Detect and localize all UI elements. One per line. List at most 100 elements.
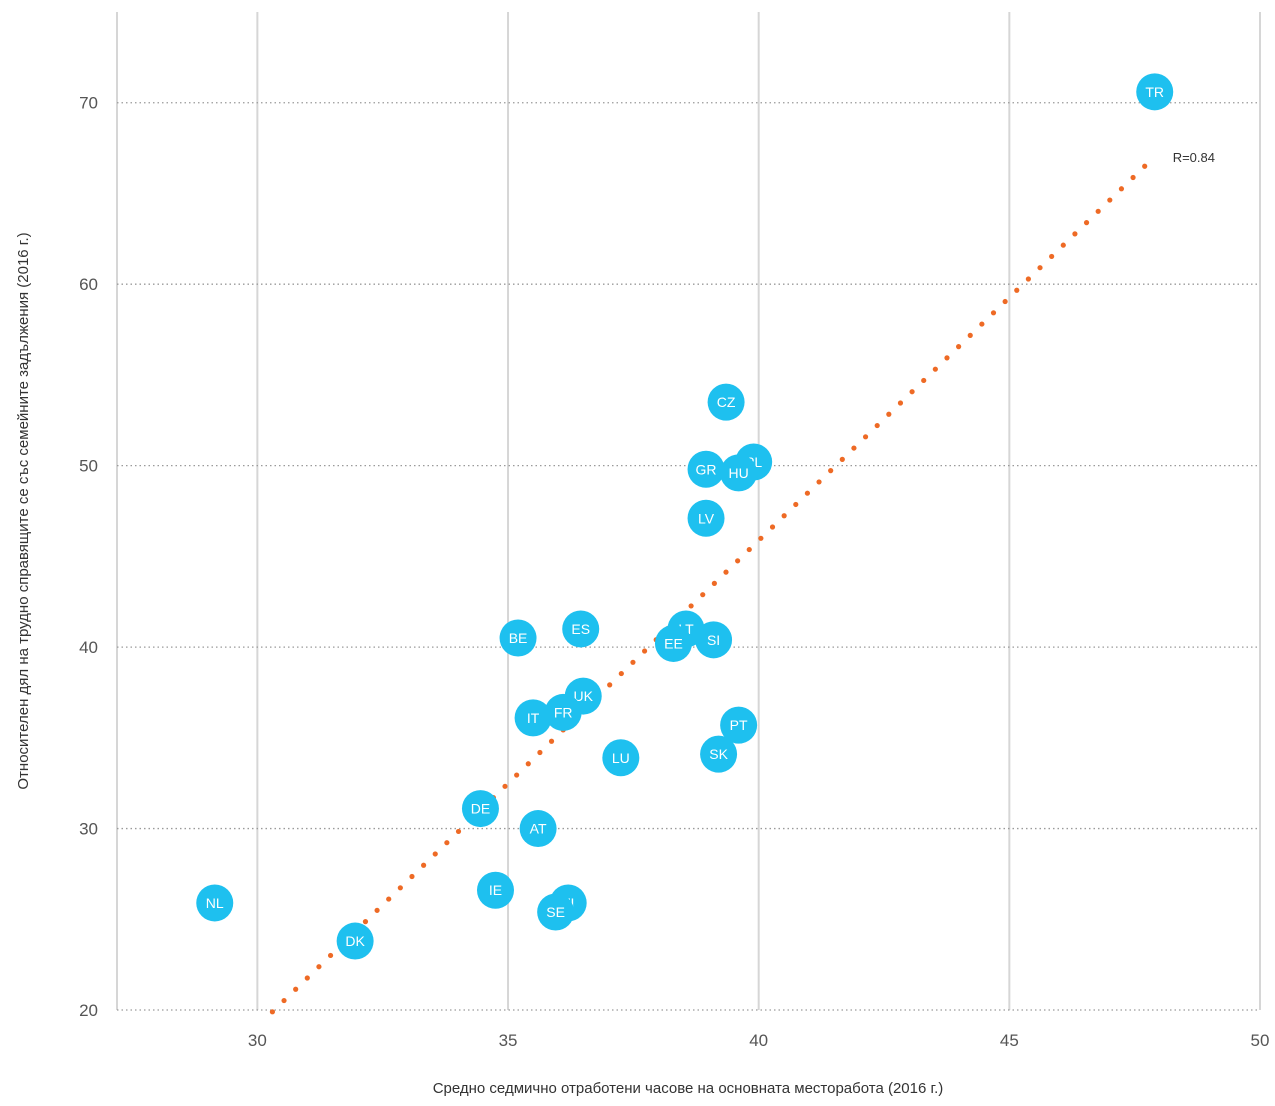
trendline-dot bbox=[304, 975, 310, 981]
point-label: CZ bbox=[717, 394, 736, 410]
trendline-dot bbox=[630, 659, 636, 665]
point-marker bbox=[461, 790, 499, 828]
y-axis-title: Относителен дял на трудно справящите се … bbox=[15, 232, 32, 789]
point-label: FR bbox=[554, 704, 573, 720]
data-point-nl: NL bbox=[196, 884, 234, 922]
y-tick-label: 60 bbox=[79, 275, 98, 294]
x-tick-label: 45 bbox=[1000, 1031, 1019, 1050]
trendline-dot bbox=[758, 535, 764, 541]
trendline-dot bbox=[327, 952, 334, 959]
trendline-dot bbox=[735, 558, 741, 564]
trendline-dot bbox=[862, 434, 869, 440]
trendline-r-label: R=0.84 bbox=[1173, 150, 1215, 165]
trendline bbox=[269, 163, 1148, 1015]
x-tick-label: 50 bbox=[1251, 1031, 1270, 1050]
data-point-es: ES bbox=[562, 610, 600, 648]
trendline-dot bbox=[700, 592, 706, 598]
point-marker bbox=[537, 893, 575, 931]
point-marker bbox=[476, 871, 514, 909]
point-label: PT bbox=[730, 717, 748, 733]
point-marker bbox=[514, 699, 552, 737]
trendline-dot bbox=[723, 569, 729, 575]
data-point-tr: TR bbox=[1136, 73, 1174, 111]
trendline-dot bbox=[269, 1009, 276, 1015]
y-axis-tick-labels: 20 30 40 50 60 70 bbox=[79, 94, 98, 1020]
data-point-si: SI bbox=[695, 621, 733, 659]
point-marker bbox=[544, 693, 582, 731]
trendline-dot bbox=[688, 603, 694, 609]
trendline-dot bbox=[1002, 298, 1008, 305]
x-axis-tick-labels: 30 35 40 45 50 bbox=[248, 1031, 1270, 1050]
point-marker bbox=[720, 454, 758, 492]
data-point-be: BE bbox=[499, 619, 537, 657]
point-marker bbox=[562, 610, 600, 648]
y-tick-label: 30 bbox=[79, 820, 98, 839]
trendline-dot bbox=[1095, 208, 1101, 214]
data-point-fr: FR bbox=[544, 693, 582, 731]
trendline-dot bbox=[607, 682, 613, 688]
trendline-dot bbox=[921, 377, 927, 384]
data-point-dk: DK bbox=[336, 922, 374, 960]
y-tick-label: 20 bbox=[79, 1001, 98, 1020]
trendline-dot bbox=[502, 783, 508, 789]
point-marker bbox=[196, 884, 234, 922]
point-label: SI bbox=[707, 632, 720, 648]
point-label: DK bbox=[345, 933, 365, 949]
point-label: GR bbox=[696, 461, 717, 477]
point-marker bbox=[602, 739, 640, 777]
y-tick-label: 70 bbox=[79, 94, 98, 113]
data-point-sk: SK bbox=[700, 735, 738, 773]
point-label: DE bbox=[471, 801, 490, 817]
data-point-pt: PT bbox=[720, 706, 758, 744]
trendline-dot bbox=[537, 749, 543, 756]
point-marker bbox=[654, 624, 692, 662]
data-point-ie: IE bbox=[476, 871, 514, 909]
point-label: SK bbox=[709, 746, 728, 762]
data-point-at: AT bbox=[519, 810, 557, 848]
trendline-dot bbox=[421, 862, 427, 868]
trendline-dot bbox=[293, 986, 299, 992]
y-tick-label: 40 bbox=[79, 638, 98, 657]
point-label: IT bbox=[527, 710, 540, 726]
point-label: LV bbox=[698, 510, 715, 526]
trendline-dot bbox=[874, 422, 880, 429]
data-point-it: IT bbox=[514, 699, 552, 737]
trendline-dot bbox=[525, 761, 531, 767]
point-marker bbox=[695, 621, 733, 659]
point-label: NL bbox=[206, 895, 224, 911]
point-label: TR bbox=[1145, 84, 1164, 100]
point-label: EE bbox=[664, 635, 683, 651]
point-marker bbox=[687, 450, 725, 488]
y-tick-label: 50 bbox=[79, 457, 98, 476]
trendline-dot bbox=[909, 389, 915, 395]
trendline-dot bbox=[932, 366, 938, 372]
trendline-dot bbox=[1142, 163, 1148, 169]
trendline-dot bbox=[839, 456, 845, 462]
point-marker bbox=[720, 706, 758, 744]
trendline-dot bbox=[711, 580, 717, 586]
trendline-dot bbox=[781, 513, 787, 519]
trendline-dot bbox=[793, 501, 799, 508]
trendline-dot bbox=[397, 885, 403, 891]
trendline-dot bbox=[769, 524, 776, 530]
data-point-gr: GR bbox=[687, 450, 725, 488]
x-axis-title: Средно седмично отработени часове на осн… bbox=[433, 1080, 944, 1097]
trendline-dot bbox=[548, 738, 555, 744]
point-marker bbox=[519, 810, 557, 848]
x-tick-label: 35 bbox=[499, 1031, 518, 1050]
trendline-dot bbox=[1037, 265, 1043, 271]
vertical-gridlines bbox=[116, 12, 1261, 1010]
point-label: LU bbox=[612, 750, 630, 766]
trendline-dot bbox=[444, 840, 450, 846]
point-marker bbox=[336, 922, 374, 960]
trendline-dot bbox=[897, 400, 904, 406]
point-label: HU bbox=[729, 465, 749, 481]
point-label: AT bbox=[530, 821, 547, 837]
point-marker bbox=[707, 383, 745, 421]
trendline-dot bbox=[886, 411, 892, 417]
point-marker bbox=[687, 499, 725, 537]
trendline-dot bbox=[1083, 220, 1090, 226]
trendline-dot bbox=[1049, 253, 1055, 260]
point-marker bbox=[1136, 73, 1174, 111]
